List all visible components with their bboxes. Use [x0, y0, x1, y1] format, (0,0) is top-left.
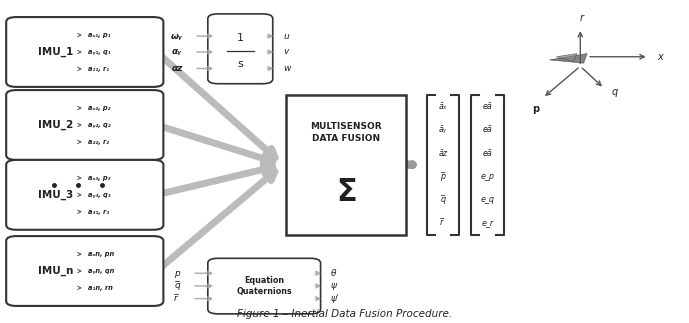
Text: IMU_2: IMU_2 [39, 120, 74, 130]
Text: v: v [283, 47, 289, 57]
Text: x: x [657, 52, 663, 62]
Text: p: p [174, 269, 180, 278]
Bar [287, 95, 406, 234]
Text: IMU_n: IMU_n [39, 266, 74, 276]
Text: IMU_3: IMU_3 [39, 190, 74, 200]
FancyBboxPatch shape [208, 14, 273, 84]
Polygon shape [557, 54, 577, 61]
Text: IMU_1: IMU_1 [39, 47, 74, 57]
Text: u: u [283, 32, 289, 41]
Text: ωᵧ: ωᵧ [171, 32, 183, 41]
Text: e_q: e_q [480, 195, 494, 204]
Text: a₃₁, r₃: a₃₁, r₃ [88, 209, 109, 215]
Text: a₂₂, r₂: a₂₂, r₂ [88, 139, 109, 145]
Text: αᵧ: αᵧ [172, 47, 182, 57]
FancyBboxPatch shape [6, 90, 163, 160]
Text: aᵧ₁, q₁: aᵧ₁, q₁ [88, 49, 110, 55]
Text: p: p [533, 104, 539, 114]
Text: ψ: ψ [331, 281, 337, 290]
Text: θ: θ [331, 269, 336, 278]
Text: s: s [238, 59, 243, 69]
Text: aₓ₂, p₂: aₓ₂, p₂ [88, 105, 110, 111]
Text: aₓ₁, p₁: aₓ₁, p₁ [88, 32, 110, 38]
Text: r̅: r̅ [175, 294, 179, 303]
Text: Figure 1 – Inertial Data Fusion Procedure.: Figure 1 – Inertial Data Fusion Procedur… [237, 309, 452, 318]
Text: Equation
Quaternions: Equation Quaternions [236, 276, 292, 297]
Text: aₓ₃, p₃: aₓ₃, p₃ [88, 175, 110, 181]
Text: āₓ: āₓ [439, 102, 447, 111]
Text: e_p: e_p [480, 172, 494, 181]
Text: αz: αz [172, 64, 183, 73]
Text: ψ': ψ' [331, 294, 339, 303]
Text: Σ: Σ [336, 178, 357, 207]
Text: aₓn, pn: aₓn, pn [88, 251, 114, 257]
Text: q̅: q̅ [174, 281, 180, 290]
Text: a₁n, rn: a₁n, rn [88, 285, 112, 291]
Text: e_r: e_r [482, 218, 493, 227]
Text: r̅: r̅ [441, 218, 444, 227]
Text: āᵧ: āᵧ [439, 125, 447, 134]
Text: aᵧ₃, q₃: aᵧ₃, q₃ [88, 192, 110, 198]
Text: MULTISENSOR
DATA FUSION: MULTISENSOR DATA FUSION [311, 122, 382, 143]
Text: q̅: q̅ [440, 195, 446, 204]
Text: eā: eā [482, 149, 492, 158]
Text: āz: āz [438, 149, 447, 158]
Text: a₁₁, r₁: a₁₁, r₁ [88, 66, 109, 72]
FancyBboxPatch shape [6, 160, 163, 230]
FancyBboxPatch shape [6, 236, 163, 306]
Text: eā: eā [482, 125, 492, 134]
Text: r: r [579, 14, 584, 23]
Text: aᵧn, qn: aᵧn, qn [88, 268, 114, 274]
Text: 1: 1 [237, 33, 244, 43]
Text: p̅: p̅ [440, 172, 446, 181]
Polygon shape [550, 54, 587, 63]
FancyBboxPatch shape [208, 258, 320, 314]
Text: w: w [283, 64, 290, 73]
Text: eā: eā [482, 102, 492, 111]
FancyBboxPatch shape [6, 17, 163, 87]
Text: q: q [612, 87, 618, 97]
Text: aᵧ₂, q₂: aᵧ₂, q₂ [88, 122, 110, 128]
